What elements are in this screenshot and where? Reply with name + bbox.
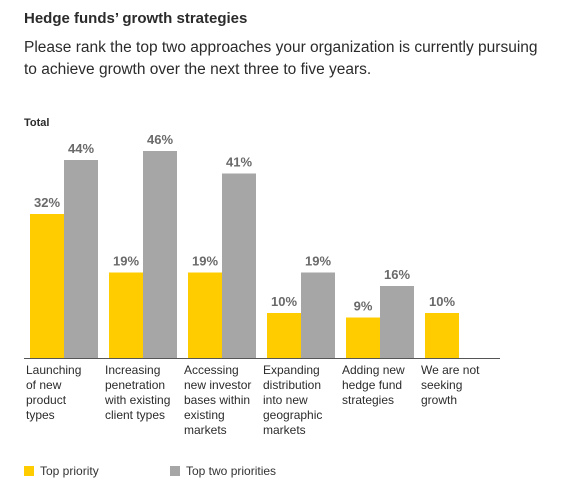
bar-top-priority-1 xyxy=(109,272,143,358)
data-label-top-priority-0: 32% xyxy=(34,195,60,210)
category-label-2: Accessing new investor bases within existin… xyxy=(184,363,251,437)
bar-top-priority-3 xyxy=(267,313,301,358)
data-label-top-two-priorities-0: 44% xyxy=(68,141,94,156)
category-label-5: We are not seeking growth xyxy=(421,363,480,407)
bar-chart: 32% 44% Launching of new product types 19% 46% I… xyxy=(24,132,500,437)
legend-label-top-two-priorities: Top two priorities xyxy=(186,464,277,478)
bar-top-two-priorities-0 xyxy=(64,160,98,358)
data-label-top-priority-5: 10% xyxy=(429,294,455,309)
section-label: Total xyxy=(24,117,50,129)
category-label-0: Launching of new product types xyxy=(26,363,81,422)
category-label-4: Adding new hedge fund strategies xyxy=(342,363,405,407)
bar-top-two-priorities-2 xyxy=(222,173,256,358)
data-label-top-priority-3: 10% xyxy=(271,294,297,309)
data-label-top-two-priorities-1: 46% xyxy=(147,132,173,147)
data-label-top-priority-4: 9% xyxy=(354,299,373,314)
legend-swatch-top-two-priorities xyxy=(170,466,180,476)
category-label-3: Expanding distribution into new geographic m… xyxy=(263,363,322,437)
data-label-top-priority-1: 19% xyxy=(113,254,139,269)
bar-top-priority-5 xyxy=(425,313,459,358)
data-label-top-two-priorities-2: 41% xyxy=(226,155,252,170)
data-label-top-priority-2: 19% xyxy=(192,254,218,269)
legend-swatch-top-priority xyxy=(24,466,34,476)
data-label-top-two-priorities-3: 19% xyxy=(305,254,331,269)
chart-title: Hedge funds’ growth strategies xyxy=(24,10,248,27)
bar-top-priority-4 xyxy=(346,317,380,358)
data-label-top-two-priorities-4: 16% xyxy=(384,267,410,282)
bar-top-priority-0 xyxy=(30,214,64,358)
legend-label-top-priority: Top priority xyxy=(40,464,99,478)
category-label-1: Increasing penetration with existing client… xyxy=(104,363,170,422)
bar-top-priority-2 xyxy=(188,272,222,358)
bar-top-two-priorities-1 xyxy=(143,151,177,358)
bar-top-two-priorities-3 xyxy=(301,272,335,358)
bar-top-two-priorities-4 xyxy=(380,286,414,358)
chart-subtitle: Please rank the top two approaches your … xyxy=(24,39,538,78)
